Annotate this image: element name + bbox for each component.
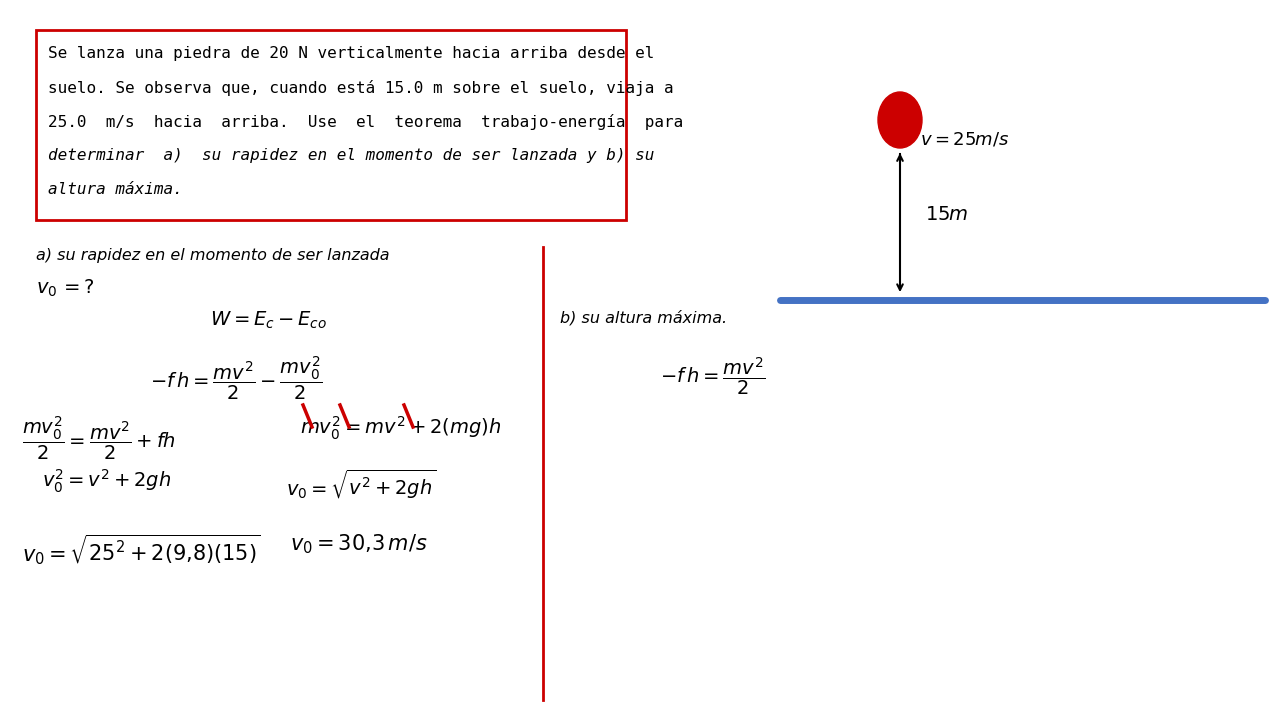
Text: a) su rapidez en el momento de ser lanzada: a) su rapidez en el momento de ser lanza… [36,248,389,263]
Text: $\dfrac{mv_0^2}{2} = \dfrac{mv^2}{2} + fh$: $\dfrac{mv_0^2}{2} = \dfrac{mv^2}{2} + f… [22,415,175,462]
Text: $W = E_c - E_{co}$: $W = E_c - E_{co}$ [210,310,328,331]
Text: suelo. Se observa que, cuando está 15.0 m sobre el suelo, viaja a: suelo. Se observa que, cuando está 15.0 … [49,80,673,96]
Text: Se lanza una piedra de 20 N verticalmente hacia arriba desde el: Se lanza una piedra de 20 N verticalment… [49,46,654,61]
Text: altura máxima.: altura máxima. [49,182,183,197]
Text: b) su altura máxima.: b) su altura máxima. [561,310,727,325]
Text: $mv_0^2 = mv^2 + 2(mg)h$: $mv_0^2 = mv^2 + 2(mg)h$ [300,415,502,442]
Text: $-f\,h = \dfrac{mv^2}{2}$: $-f\,h = \dfrac{mv^2}{2}$ [660,355,765,397]
Text: $v = 25m/s$: $v = 25m/s$ [920,130,1009,148]
Text: $v_0 = \sqrt{v^2 + 2gh}$: $v_0 = \sqrt{v^2 + 2gh}$ [285,468,436,501]
Ellipse shape [878,92,922,148]
Text: $-f\,h = \dfrac{mv^2}{2} - \dfrac{mv_0^2}{2}$: $-f\,h = \dfrac{mv^2}{2} - \dfrac{mv_0^2… [150,355,323,402]
Text: $v_0 = \sqrt{25^2 + 2(9{,}8)(15)}$: $v_0 = \sqrt{25^2 + 2(9{,}8)(15)}$ [22,532,261,567]
Text: determinar  a)  su rapidez en el momento de ser lanzada y b) su: determinar a) su rapidez en el momento d… [49,148,654,163]
Bar [36,30,626,220]
Text: $v_0^2 = v^2 + 2gh$: $v_0^2 = v^2 + 2gh$ [42,468,172,495]
Text: $v_0 = 30{,}3\,m/s$: $v_0 = 30{,}3\,m/s$ [291,532,428,556]
Text: 25.0  m/s  hacia  arriba.  Use  el  teorema  trabajo-energía  para: 25.0 m/s hacia arriba. Use el teorema tr… [49,114,684,130]
Text: $v_0\, =?$: $v_0\, =?$ [36,278,95,300]
Text: $15m$: $15m$ [925,205,969,225]
